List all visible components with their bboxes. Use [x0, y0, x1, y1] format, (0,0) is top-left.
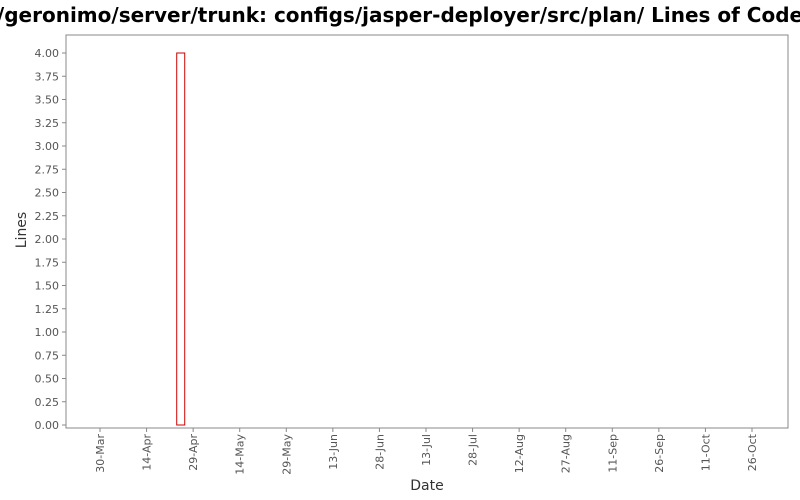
- x-tick-label: 29-Apr: [187, 434, 200, 471]
- x-axis: 30-Mar 14-Apr 29-Apr 14-May 29-May 13-Jun 28-J…: [94, 428, 759, 475]
- y-axis-label: Lines: [14, 212, 30, 248]
- x-tick-label: 14-Apr: [141, 434, 154, 471]
- y-tick-label: 2.00: [35, 233, 60, 246]
- x-tick-label: 13-Jun: [327, 434, 340, 470]
- bars: [176, 52, 186, 426]
- x-tick-label: 13-Jul: [420, 434, 433, 466]
- y-tick-label: 3.00: [35, 140, 60, 153]
- x-tick-label: 14-May: [234, 434, 247, 475]
- y-tick-label: 3.75: [35, 70, 60, 83]
- y-tick-label: 2.25: [35, 210, 60, 223]
- chart-title: /geronimo/server/trunk: configs/jasper-d…: [0, 3, 800, 27]
- x-tick-label: 26-Oct: [746, 433, 759, 471]
- y-tick-label: 1.25: [35, 303, 60, 316]
- y-axis: 0.00 0.25 0.50 0.75 1.00 1.25 1.50 1.75 2.00 2.25…: [35, 47, 66, 432]
- y-tick-label: 0.75: [35, 349, 60, 362]
- y-tick-label: 0.50: [35, 373, 60, 386]
- x-tick-label: 29-May: [280, 434, 293, 475]
- x-tick-label: 27-Aug: [560, 434, 573, 473]
- y-tick-label: 1.75: [35, 256, 60, 269]
- bar: [176, 52, 186, 426]
- x-tick-label: 28-Jul: [467, 434, 480, 466]
- y-tick-label: 0.00: [35, 419, 60, 432]
- x-tick-label: 28-Jun: [373, 434, 386, 470]
- x-axis-label: Date: [410, 478, 443, 494]
- plot-area: [65, 34, 789, 429]
- x-tick-label: 30-Mar: [94, 434, 107, 473]
- x-tick-label: 11-Sep: [606, 434, 619, 473]
- y-tick-label: 3.50: [35, 94, 60, 107]
- y-tick-label: 0.25: [35, 396, 60, 409]
- y-tick-label: 1.50: [35, 280, 60, 293]
- y-tick-label: 2.50: [35, 187, 60, 200]
- y-tick-label: 1.00: [35, 326, 60, 339]
- y-tick-label: 3.25: [35, 117, 60, 130]
- y-tick-label: 4.00: [35, 47, 60, 60]
- x-tick-label: 11-Oct: [699, 433, 712, 471]
- x-tick-label: 12-Aug: [513, 434, 526, 473]
- y-tick-label: 2.75: [35, 163, 60, 176]
- x-tick-label: 26-Sep: [653, 434, 666, 473]
